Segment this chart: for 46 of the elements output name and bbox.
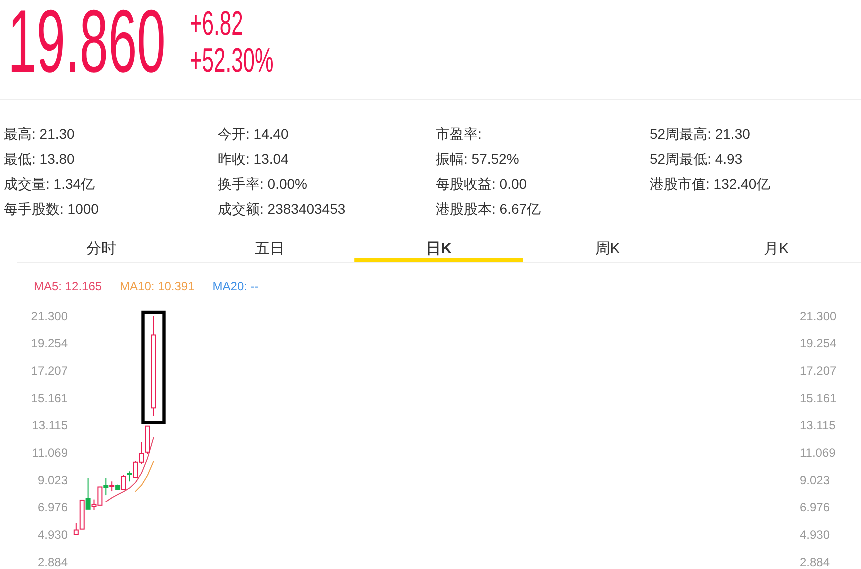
annotation: +6.82 xyxy=(190,4,244,42)
annotation: 成交量: 1.34亿 xyxy=(4,176,96,192)
annotation: 换手率: 0.00% xyxy=(218,176,308,192)
tab-label: 日K xyxy=(426,240,452,258)
y-tick-label: 6.976 xyxy=(38,500,68,515)
y2-tick-label: 6.976 xyxy=(800,500,830,515)
annotation: 52周最高: 21.30 xyxy=(650,126,750,142)
annotation: 今开: 14.40 xyxy=(218,126,289,142)
y-tick-label: 19.254 xyxy=(31,336,68,351)
y2-tick-label: 21.300 xyxy=(800,309,837,324)
y-tick-label: 13.115 xyxy=(32,418,68,433)
y-tick-label: 2.884 xyxy=(38,555,68,569)
y-tick-label: 21.300 xyxy=(31,309,68,324)
y2-tick-label: 9.023 xyxy=(800,473,830,488)
annotation: 成交额: 2383403453 xyxy=(218,201,346,217)
annotation: +52.30% xyxy=(190,40,274,80)
title: 19.860 xyxy=(8,0,166,92)
annotation: 52周最低: 4.93 xyxy=(650,151,743,167)
legend: MA5: 12.165 xyxy=(34,279,102,294)
y2-tick-label: 19.254 xyxy=(800,336,837,351)
y-tick-label: 15.161 xyxy=(31,391,68,406)
annotation: 每手股数: 1000 xyxy=(4,201,99,217)
legend: MA10: 10.391 xyxy=(120,279,195,294)
annotation: 港股市值: 132.40亿 xyxy=(650,176,771,192)
y2-tick-label: 4.930 xyxy=(800,528,830,542)
y-tick-label: 17.207 xyxy=(31,364,68,378)
annotation: 每股收益: 0.00 xyxy=(436,176,528,192)
y2-tick-label: 17.207 xyxy=(800,364,837,378)
annotation: 最高: 21.30 xyxy=(4,126,75,142)
annotation: 振幅: 57.52% xyxy=(436,151,520,167)
y2-tick-label: 13.115 xyxy=(800,418,836,433)
annotation: 市盈率: xyxy=(436,126,482,142)
tab-label: 月K xyxy=(764,240,790,258)
y-tick-label: 11.069 xyxy=(32,446,68,460)
y2-tick-label: 2.884 xyxy=(800,555,830,569)
y2-tick-label: 11.069 xyxy=(800,446,836,460)
y-tick-label: 4.930 xyxy=(38,528,68,542)
y-tick-label: 9.023 xyxy=(38,473,68,488)
y2-tick-label: 15.161 xyxy=(800,391,837,406)
tab-label: 周K xyxy=(595,240,620,258)
annotation: 昨收: 13.04 xyxy=(218,151,289,167)
annotation: 最低: 13.80 xyxy=(4,151,75,167)
annotation: 港股股本: 6.67亿 xyxy=(436,201,542,217)
tab-label: 分时 xyxy=(86,240,116,258)
tab-label: 五日 xyxy=(255,240,286,258)
legend: MA20: -- xyxy=(212,279,259,294)
